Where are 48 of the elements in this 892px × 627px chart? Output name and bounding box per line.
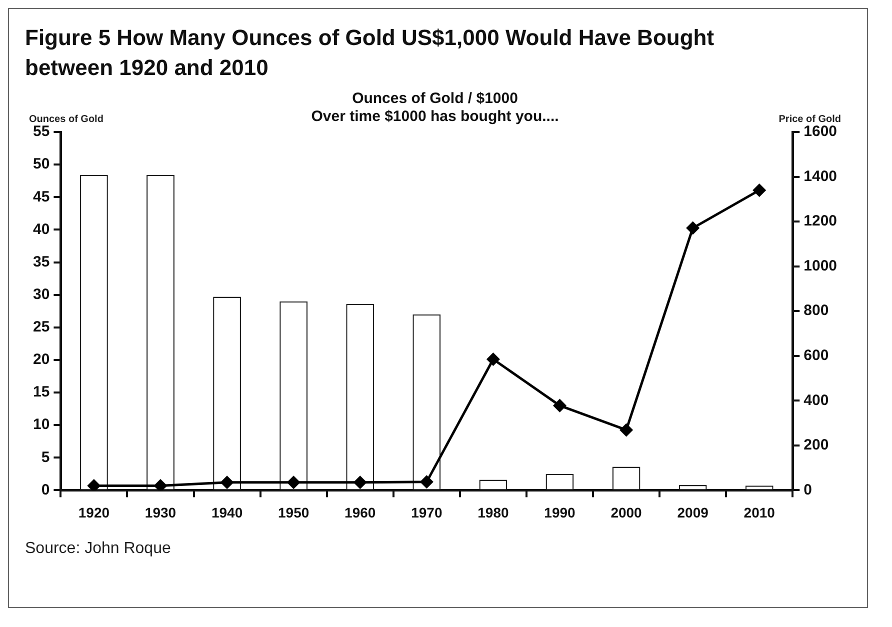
y-tick-label: 5 [41, 449, 50, 466]
y2-tick-label: 1400 [804, 168, 838, 186]
y-tick-label: 30 [32, 286, 50, 304]
x-tick-label: 1950 [278, 504, 310, 521]
y-tick-label: 50 [32, 156, 50, 174]
y2-tick-label: 800 [804, 302, 829, 320]
point [88, 480, 100, 491]
y-tick-label: 55 [32, 124, 50, 141]
x-tick-label: 2000 [610, 504, 642, 521]
x-tick-label: 1930 [144, 504, 176, 521]
x-tick-label: 1980 [478, 504, 509, 521]
x-tick-label: 1960 [344, 504, 376, 521]
point [154, 480, 167, 491]
x-tick-label: 2009 [677, 504, 709, 521]
y-tick-label: 35 [32, 254, 50, 271]
y2-tick-label: 0 [804, 482, 812, 499]
y2-tick-label: 600 [804, 347, 829, 364]
x-tick-label: 1940 [211, 504, 243, 521]
y-tick-label: 10 [32, 416, 50, 434]
y2-tick-label: 200 [804, 436, 829, 454]
y-tick-label: 40 [32, 221, 50, 238]
x-tick-label: 1920 [78, 504, 110, 521]
point [354, 476, 366, 489]
y2-tick-label: 1000 [804, 258, 838, 275]
point [553, 400, 566, 412]
x-tick-label: 1970 [411, 504, 442, 521]
y2-axis-title: Price of Gold [778, 114, 841, 126]
chart-title: Figure 5 How Many Ounces of Gold US$1,000 Would Have Bought between 1920 and 2010 [25, 24, 716, 82]
point [287, 476, 300, 489]
y2-tick-label: 1600 [804, 124, 838, 141]
y-tick-label: 0 [41, 482, 50, 499]
point [486, 353, 500, 366]
point [420, 476, 433, 489]
y-axis-title: Ounces of Gold [29, 114, 104, 126]
point [220, 476, 234, 489]
y-tick-label: 25 [32, 318, 50, 336]
y-tick-label: 20 [32, 351, 50, 368]
point [686, 222, 700, 235]
y-tick-label: 45 [32, 188, 50, 206]
source-note: Source: John Roque [25, 540, 172, 558]
y2-tick-label: 1200 [804, 213, 838, 230]
x-tick-label: 2010 [744, 504, 776, 521]
y2-tick-label: 400 [804, 392, 829, 410]
y-tick-label: 15 [32, 384, 50, 402]
point [620, 424, 633, 437]
point [753, 184, 766, 197]
chart-subtitle: Ounces of Gold / $1000 Over time $1000 has bought you.... [311, 90, 559, 126]
x-tick-label: 1990 [544, 504, 576, 521]
